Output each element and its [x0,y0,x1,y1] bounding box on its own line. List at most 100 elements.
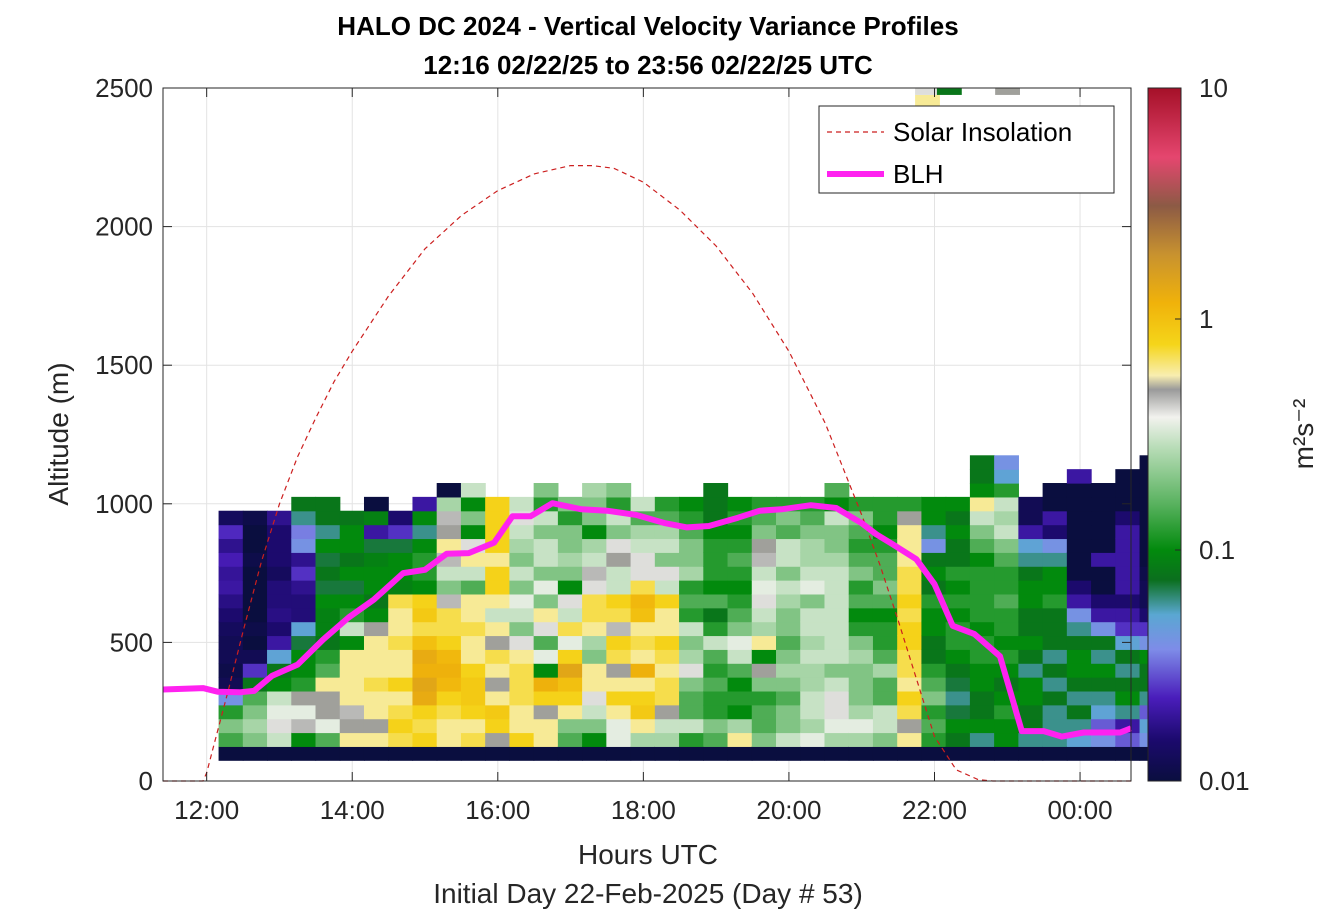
heatmap-cell [1018,663,1044,678]
heatmap-cell [267,718,292,734]
heatmap-cell [872,690,898,706]
colorbar-tick-label: 1 [1199,304,1213,334]
heatmap-cell [315,538,341,553]
heatmap-cell [1042,746,1068,761]
heatmap-cell [436,704,462,720]
heatmap-cell [921,732,947,747]
heatmap-cell [727,677,753,692]
heatmap-cell [776,663,801,678]
heatmap-cell [872,496,898,512]
heatmap-cell [751,677,777,692]
heatmap-cell [291,496,317,512]
heatmap-cell [218,746,244,761]
heatmap-cell [218,552,244,567]
heatmap-cell [897,746,923,761]
heatmap-cell [533,746,559,761]
heatmap-cell [388,663,414,678]
heatmap-cell [800,732,826,747]
x-tick-label: 20:00 [756,795,821,825]
heatmap-cell [848,621,874,637]
heatmap-cell [412,496,438,512]
heatmap-cell [388,524,414,540]
heatmap-cell [800,635,826,650]
x-tick-label: 18:00 [611,795,676,825]
heatmap-cell [654,593,680,609]
heatmap-cell [824,593,850,609]
heatmap-cell [291,607,317,623]
heatmap-cell [1115,566,1141,581]
heatmap-cell [945,690,971,706]
heatmap-cell [897,704,923,720]
heatmap-cell [994,469,1019,484]
heatmap-cell [1042,496,1068,512]
heatmap-cell [315,496,341,512]
heatmap-cell [533,732,559,747]
heatmap-cell [242,580,268,595]
heatmap-cell [509,607,535,623]
heatmap-cell [606,524,632,540]
y-tick-label: 2500 [95,73,153,103]
heatmap-cell [1091,538,1116,553]
heatmap-cell [509,718,535,734]
heatmap-cell [1042,677,1068,692]
heatmap-cell [557,566,583,581]
heatmap-cell [921,746,947,761]
heatmap-cell [703,483,729,498]
legend-blh-label: BLH [893,159,944,189]
heatmap-cell [703,718,729,734]
heatmap-cell [1066,566,1092,581]
heatmap-cell [1091,649,1116,664]
heatmap-cell [1091,510,1116,526]
heatmap-cell [1018,649,1044,664]
heatmap-cell [994,718,1019,734]
heatmap-cell [921,524,947,540]
heatmap-cell [679,704,704,720]
colorbar [1147,87,1182,782]
heatmap-cell [969,649,995,664]
heatmap-cell [1018,524,1044,540]
heatmap-cell [363,704,389,720]
x-tick-label: 00:00 [1048,795,1113,825]
heatmap-cell [824,524,850,540]
heatmap-cell [460,690,486,706]
heatmap-cell [533,580,559,595]
legend-solar-label: Solar Insolation [893,117,1072,147]
heatmap-cell [412,704,438,720]
heatmap-cell [436,607,462,623]
heatmap-cell [412,732,438,747]
heatmap-cell [1115,704,1141,720]
heatmap-cell [460,635,486,650]
heatmap-cell [848,718,874,734]
heatmap-cell [751,566,777,581]
x-tick-label: 14:00 [320,795,385,825]
heatmap-cell [1042,483,1068,498]
heatmap-cell [654,538,680,553]
heatmap-cell [242,704,268,720]
heatmap-cell [994,524,1019,540]
heatmap-cell [848,704,874,720]
heatmap-cell [582,524,607,540]
heatmap-cell [582,663,607,678]
heatmap-cell [218,607,244,623]
heatmap-cell [267,649,292,664]
heatmap-cell [994,538,1019,553]
heatmap-cell [679,649,704,664]
heatmap-cell [1066,496,1092,512]
heatmap-cell [921,690,947,706]
heatmap-cell [703,746,729,761]
heatmap-cell [242,746,268,761]
heatmap-cell [1042,607,1068,623]
heatmap-cell [1066,718,1092,734]
heatmap-cell [848,593,874,609]
heatmap-cell [1018,510,1044,526]
heatmap-cell [654,635,680,650]
heatmap-cell [242,510,268,526]
heatmap-cell [557,510,583,526]
heatmap-cell [727,580,753,595]
heatmap-cell [824,732,850,747]
heatmap-cell [630,580,656,595]
heatmap-cell [630,690,656,706]
heatmap-cell [848,538,874,553]
heatmap-cell [533,552,559,567]
heatmap-cell [727,621,753,637]
